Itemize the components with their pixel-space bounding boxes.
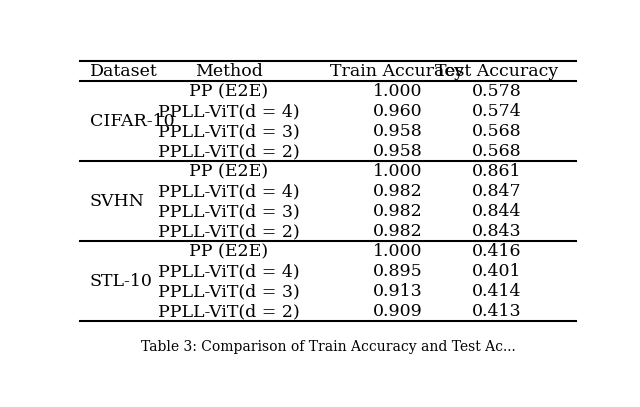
Text: 0.982: 0.982 xyxy=(372,183,422,200)
Text: 0.909: 0.909 xyxy=(372,303,422,320)
Text: 1.000: 1.000 xyxy=(372,83,422,100)
Text: 0.982: 0.982 xyxy=(372,203,422,220)
Text: PPLL-ViT(d = 3): PPLL-ViT(d = 3) xyxy=(158,283,300,300)
Text: 0.414: 0.414 xyxy=(472,283,522,300)
Text: 0.416: 0.416 xyxy=(472,243,522,260)
Text: 0.861: 0.861 xyxy=(472,163,522,180)
Text: PPLL-ViT(d = 2): PPLL-ViT(d = 2) xyxy=(158,303,300,320)
Text: 0.574: 0.574 xyxy=(472,103,522,120)
Text: PPLL-ViT(d = 2): PPLL-ViT(d = 2) xyxy=(158,223,300,240)
Text: 0.578: 0.578 xyxy=(472,83,522,100)
Text: 0.895: 0.895 xyxy=(372,263,422,280)
Text: 0.568: 0.568 xyxy=(472,143,522,160)
Text: PPLL-ViT(d = 3): PPLL-ViT(d = 3) xyxy=(158,203,300,220)
Text: 0.958: 0.958 xyxy=(372,143,422,160)
Text: PPLL-ViT(d = 4): PPLL-ViT(d = 4) xyxy=(158,103,300,120)
Text: 0.960: 0.960 xyxy=(372,103,422,120)
Text: 0.958: 0.958 xyxy=(372,123,422,140)
Text: Method: Method xyxy=(195,63,263,80)
Text: 0.843: 0.843 xyxy=(472,223,522,240)
Text: 0.844: 0.844 xyxy=(472,203,522,220)
Text: Dataset: Dataset xyxy=(90,63,157,80)
Text: 0.982: 0.982 xyxy=(372,223,422,240)
Text: PPLL-ViT(d = 3): PPLL-ViT(d = 3) xyxy=(158,123,300,140)
Text: Train Accuracy: Train Accuracy xyxy=(330,63,465,80)
Text: 1.000: 1.000 xyxy=(372,243,422,260)
Text: 0.847: 0.847 xyxy=(472,183,522,200)
Text: STL-10: STL-10 xyxy=(90,273,153,290)
Text: PP (E2E): PP (E2E) xyxy=(189,83,268,100)
Text: PPLL-ViT(d = 4): PPLL-ViT(d = 4) xyxy=(158,263,300,280)
Text: 0.413: 0.413 xyxy=(472,303,522,320)
Text: Test Accuracy: Test Accuracy xyxy=(435,63,558,80)
Text: 1.000: 1.000 xyxy=(372,163,422,180)
Text: PPLL-ViT(d = 2): PPLL-ViT(d = 2) xyxy=(158,143,300,160)
Text: SVHN: SVHN xyxy=(90,193,145,210)
Text: CIFAR-10: CIFAR-10 xyxy=(90,113,175,130)
Text: PP (E2E): PP (E2E) xyxy=(189,163,268,180)
Text: 0.913: 0.913 xyxy=(372,283,422,300)
Text: 0.401: 0.401 xyxy=(472,263,522,280)
Text: Table 3: Comparison of Train Accuracy and Test Ac...: Table 3: Comparison of Train Accuracy an… xyxy=(141,339,515,354)
Text: 0.568: 0.568 xyxy=(472,123,522,140)
Text: PPLL-ViT(d = 4): PPLL-ViT(d = 4) xyxy=(158,183,300,200)
Text: PP (E2E): PP (E2E) xyxy=(189,243,268,260)
